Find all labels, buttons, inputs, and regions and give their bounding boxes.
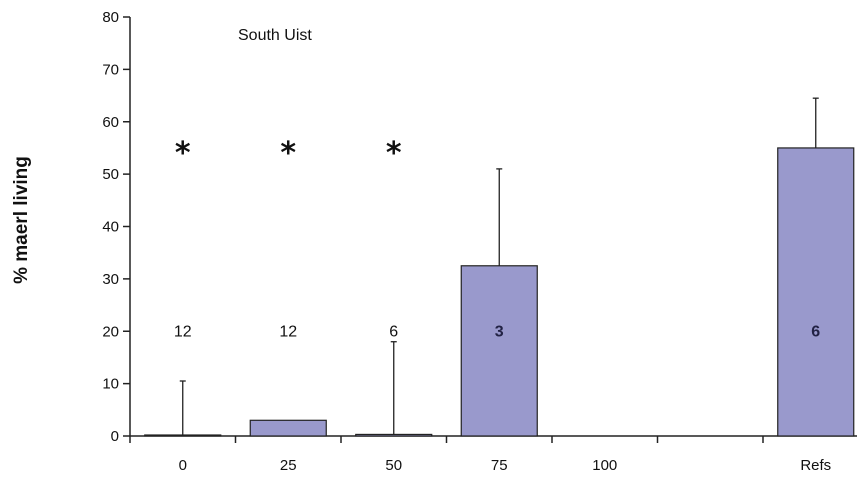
sample-size-label: 6	[389, 323, 398, 340]
y-tick-label: 40	[102, 219, 119, 236]
chart-annotation-location: South Uist	[238, 27, 312, 44]
y-tick-label: 30	[102, 271, 119, 288]
y-tick-label: 50	[102, 166, 119, 183]
y-tick-label: 20	[102, 323, 119, 340]
y-tick-label: 60	[102, 114, 119, 131]
plot-area: 0 10 20 30 40 50 60 70 80 0 25 50 75 100 Refs 12 12 6 3 6 * *…	[102, 9, 857, 474]
x-tick-label: Refs	[800, 457, 831, 474]
x-tick-label: 0	[179, 457, 187, 474]
y-tick-label: 70	[102, 61, 119, 78]
sample-size-label: 12	[174, 323, 192, 340]
significance-marker: *	[175, 136, 191, 171]
bar	[355, 433, 433, 437]
x-tick-label: 100	[592, 457, 617, 474]
y-tick-label: 0	[111, 428, 119, 445]
sample-size-label: 3	[495, 323, 504, 340]
bar	[777, 147, 855, 437]
x-tick-label: 75	[491, 457, 508, 474]
sample-size-label: 6	[811, 323, 820, 340]
significance-marker: *	[386, 136, 402, 171]
significance-marker: *	[280, 136, 296, 171]
y-tick-label: 10	[102, 376, 119, 393]
bar	[249, 419, 327, 437]
y-axis-label: % maerl living	[11, 156, 32, 284]
y-tick-label: 80	[102, 9, 119, 26]
x-tick-label: 50	[385, 457, 402, 474]
sample-size-label: 12	[279, 323, 297, 340]
bar	[460, 265, 538, 437]
x-tick-label: 25	[280, 457, 297, 474]
